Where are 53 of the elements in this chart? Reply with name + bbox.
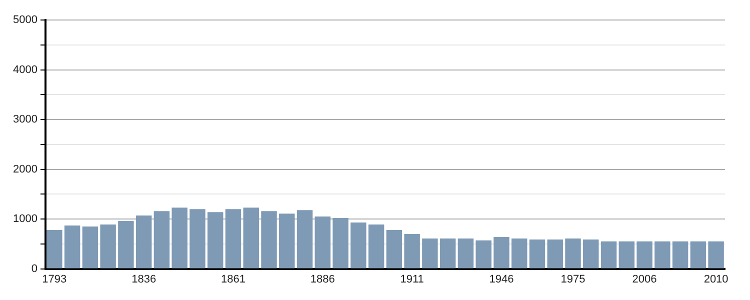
bar (618, 241, 635, 268)
bar (207, 212, 224, 268)
bar (476, 240, 492, 268)
bar (529, 239, 546, 268)
bar (225, 209, 242, 268)
bar (404, 234, 420, 268)
x-tick-label: 2006 (632, 273, 657, 286)
bar (565, 238, 581, 268)
bar (118, 221, 134, 268)
bar (154, 211, 170, 268)
bar (296, 210, 313, 268)
x-tick-label: 1886 (310, 273, 335, 286)
bar (82, 226, 98, 268)
y-tick-label: 0 (31, 262, 38, 275)
y-tick-label: 5000 (12, 14, 38, 26)
bar (100, 224, 116, 268)
x-tick-label: 1861 (220, 273, 246, 286)
x-tick-label: 1946 (489, 273, 514, 286)
bar (64, 226, 80, 268)
bar (422, 238, 438, 268)
y-tick-label: 1000 (12, 213, 38, 226)
y-tick-label: 4000 (12, 64, 38, 76)
bar (332, 218, 348, 268)
bar (440, 238, 456, 268)
bar (547, 239, 563, 268)
x-tick-label: 1836 (132, 273, 156, 286)
bar (690, 241, 706, 268)
bar (636, 241, 652, 268)
bar (494, 236, 510, 268)
bar (279, 214, 295, 268)
bar (511, 238, 528, 268)
bar (708, 241, 724, 268)
bar (654, 241, 670, 268)
x-tick-label: 1975 (560, 273, 586, 286)
bar (314, 216, 331, 268)
bar (386, 230, 402, 268)
bar (672, 241, 688, 268)
bar (46, 230, 62, 268)
y-tick-label: 3000 (12, 114, 38, 126)
bar (368, 224, 384, 268)
bar (172, 208, 188, 268)
x-tick-label: 2010 (704, 273, 728, 286)
bar (136, 216, 152, 268)
bar (261, 211, 277, 268)
x-tick-label: 1793 (42, 273, 67, 286)
y-tick-label: 2000 (12, 163, 38, 176)
x-tick-label: 1911 (400, 273, 424, 286)
bar (458, 238, 474, 268)
bar (600, 241, 617, 268)
bar (583, 239, 599, 268)
bar (243, 208, 259, 268)
bar (350, 222, 366, 268)
bar (190, 209, 206, 268)
